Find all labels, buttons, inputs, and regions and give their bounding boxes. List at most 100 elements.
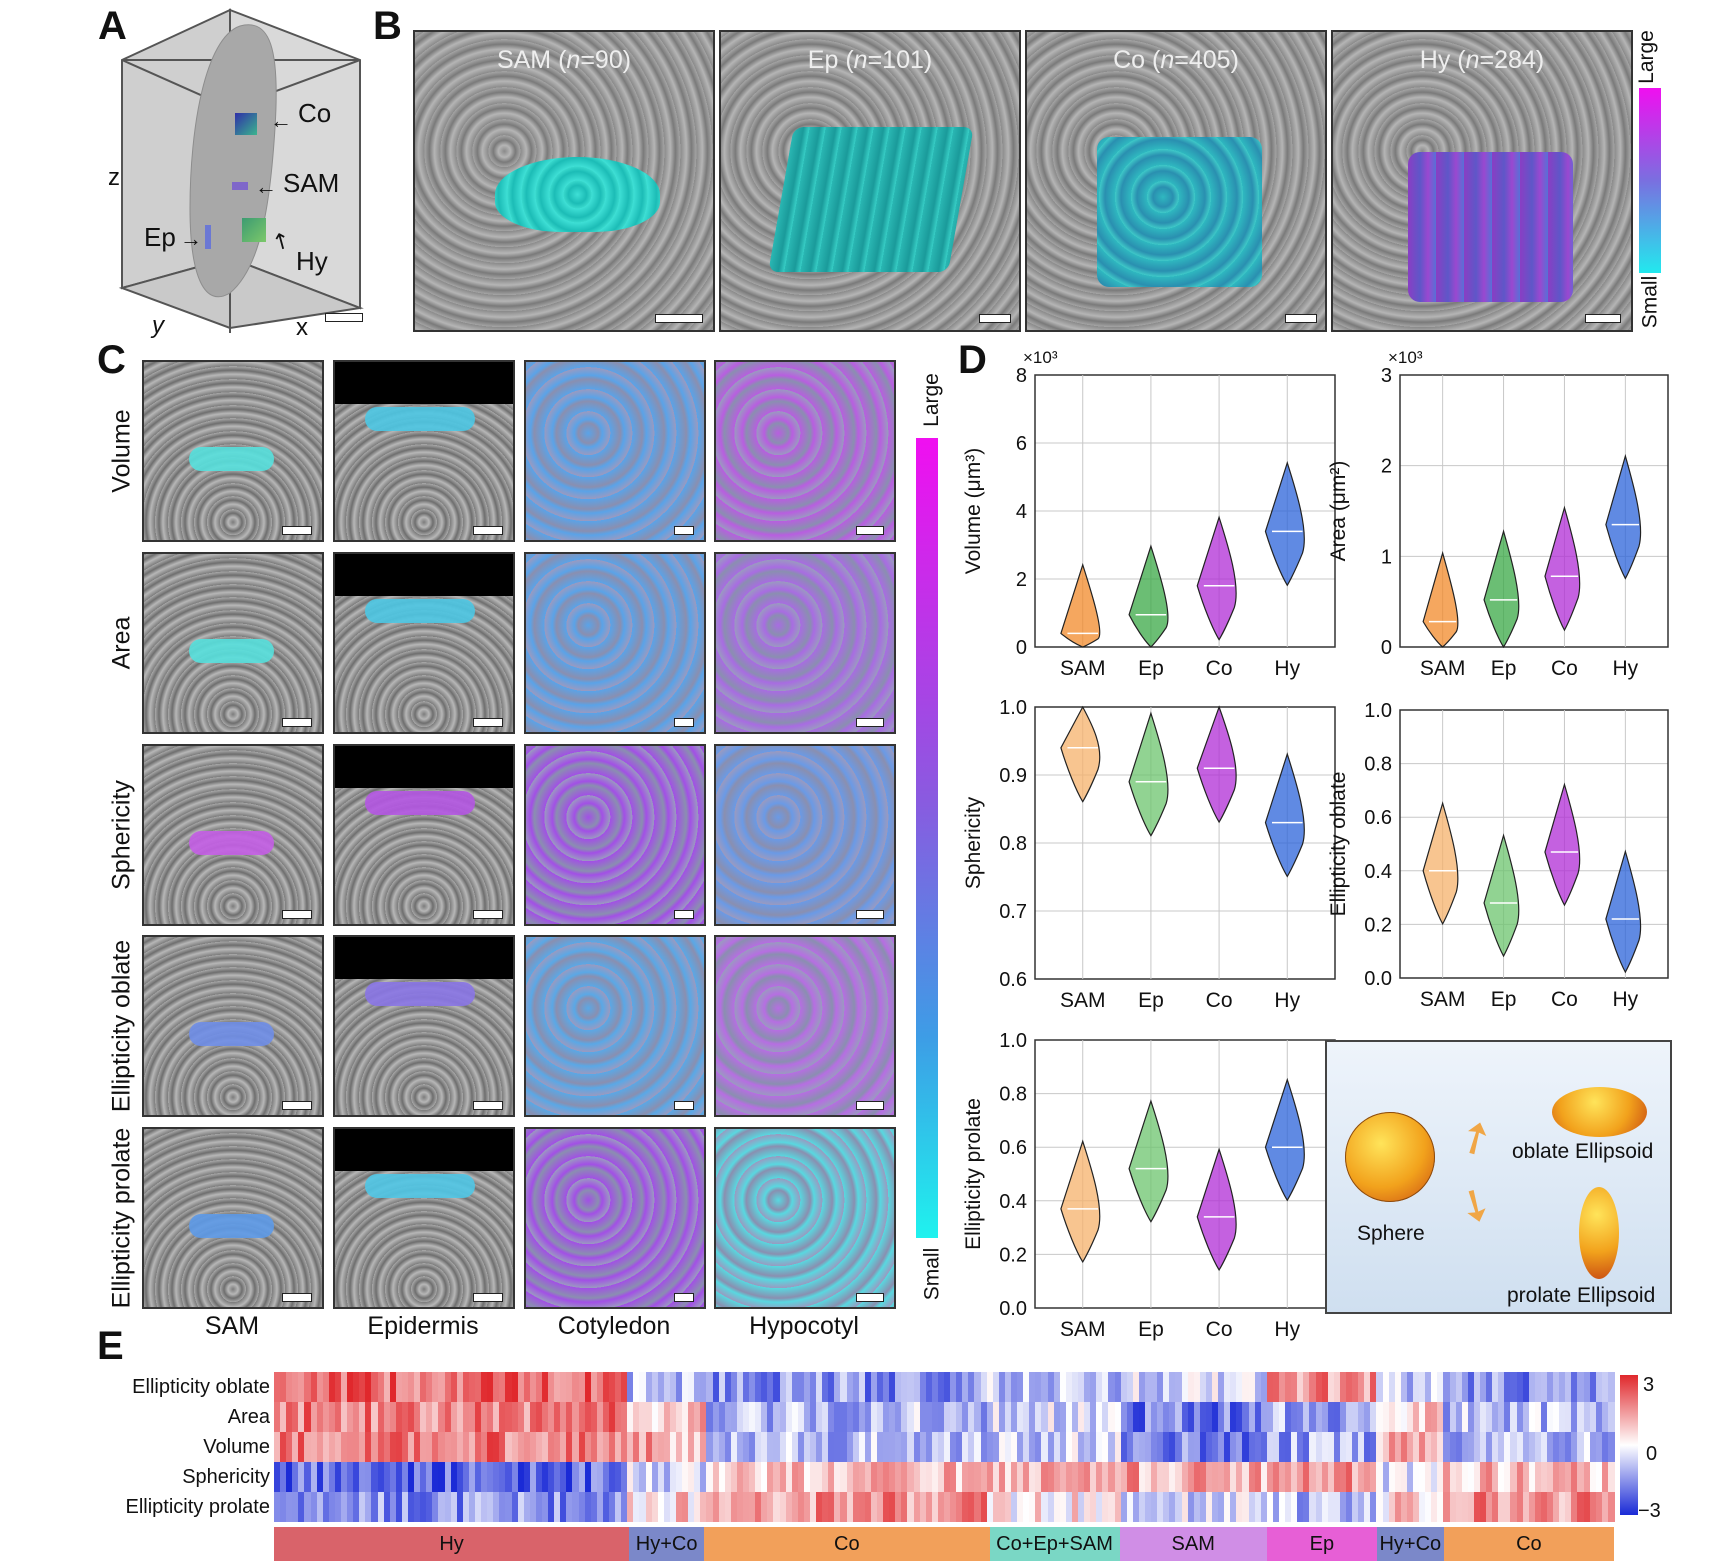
heatmap-cell [858,1372,866,1402]
heatmap-cell [1175,1492,1183,1522]
cell-highlight [365,599,475,623]
heatmap-cell [1480,1402,1487,1432]
heatmap-cell [517,1432,525,1462]
x-tick-label: Ep [1491,988,1517,1011]
heatmap-cell [834,1432,842,1462]
heatmap-cell [1145,1402,1152,1432]
heatmap-cell [432,1372,440,1402]
heatmap-cell [1370,1372,1378,1402]
heatmap-cell [761,1432,768,1462]
heatmap-cell [1577,1372,1585,1402]
heatmap-cell [1297,1372,1304,1402]
heatmap-cell [1583,1402,1591,1432]
heatmap-cell [779,1492,787,1522]
heatmap-cell [669,1462,677,1492]
heatmap-cell [341,1492,348,1522]
heatmap-cell [468,1462,476,1492]
heatmap-cell [1455,1492,1463,1522]
heatmap-cell [548,1372,555,1402]
heatmap-cell [962,1402,969,1432]
heatmap-cell [736,1492,744,1522]
heatmap-cell [1565,1402,1572,1432]
heatmap-cell [1138,1402,1146,1432]
arrow-to-oblate-icon: ➚ [1447,1107,1504,1168]
heatmap-cell [1004,1492,1012,1522]
heatmap-cell [1224,1492,1231,1522]
heatmap-cell [791,1432,799,1462]
cell-highlight [189,639,274,663]
heatmap-cell [1023,1432,1030,1462]
panel-b-tile-sam: SAM (n=90) [413,30,715,332]
label-hy: Hy [296,246,328,276]
y-multiplier-label: ×10³ [1388,348,1423,367]
heatmap-cell [1266,1492,1274,1522]
heatmap-cell [797,1492,805,1522]
heatmap-cell [1492,1492,1499,1522]
x-tick-label: Hy [1274,657,1300,680]
heatmap-cell [1163,1402,1170,1432]
co-cell-cluster [1097,137,1262,287]
heatmap-cell [974,1402,982,1432]
cluster-segment: Hy [274,1527,630,1561]
heatmap-cell [998,1402,1006,1432]
heatmap-cell [1467,1402,1475,1432]
heatmap-cell [724,1372,732,1402]
heatmap-cell [292,1372,299,1402]
heatmap-cell [535,1432,543,1462]
violin [1060,705,1101,803]
heatmap-cell [1553,1372,1560,1402]
heatmap-cell [1601,1492,1609,1522]
heatmap-cell [986,1492,994,1522]
heatmap-cell [840,1372,848,1402]
heatmap-cell [743,1402,750,1432]
heatmap-cell [566,1432,574,1462]
heatmap-cell [1589,1462,1597,1492]
heatmap-cell [883,1372,890,1402]
scale-bar [856,526,884,535]
heatmap-cell [316,1432,324,1462]
heatmap-cell [937,1432,945,1462]
x-tick-label: Co [1206,1318,1233,1341]
panel-c-tile [142,552,324,734]
scale-bar [674,526,694,535]
heatmap-cell [1607,1432,1615,1462]
heatmap-cell [736,1432,744,1462]
heatmap-cell [1053,1372,1061,1402]
heatmap-cell [1181,1462,1189,1492]
heatmap-cell [334,1492,342,1522]
heatmap-cell [1059,1372,1067,1402]
heatmap-cell [1352,1402,1359,1432]
heatmap-cell [1425,1492,1432,1522]
heatmap-cell [389,1402,397,1432]
heatmap-cell [724,1462,732,1492]
prolate-ellipsoid-icon [1579,1187,1619,1279]
heatmap-cell [1041,1492,1049,1522]
heatmap-cell [341,1372,348,1402]
heatmap-cell [511,1402,519,1432]
cluster-segment: Hy+Co [1376,1527,1444,1561]
heatmap-cell [1126,1402,1134,1432]
heatmap-cell [1230,1372,1237,1402]
heatmap-cell [791,1402,799,1432]
panel-e-label: E [97,1324,124,1368]
heatmap-cell [310,1462,318,1492]
heatmap-cell [529,1432,537,1462]
heatmap-cell [992,1402,1000,1432]
heatmap-cell [523,1402,531,1432]
heatmap-cell [1461,1432,1469,1462]
heatmap-cell [956,1432,963,1462]
heatmap-cell [822,1492,829,1522]
heatmap-cell [1260,1492,1268,1522]
heatmap-cell [590,1462,598,1492]
heatmap-cell [347,1432,354,1462]
heatmap-cell [962,1462,969,1492]
chart-frame [1399,374,1669,648]
heatmap-cell [1138,1372,1146,1402]
heatmap-cell [749,1462,756,1492]
heatmap-cell [584,1492,592,1522]
heatmap-cell [1400,1432,1408,1462]
heatmap-cell [444,1462,452,1492]
heatmap-cell [1199,1432,1207,1462]
heatmap-cell [615,1372,622,1402]
heatmap-cell [1187,1492,1195,1522]
